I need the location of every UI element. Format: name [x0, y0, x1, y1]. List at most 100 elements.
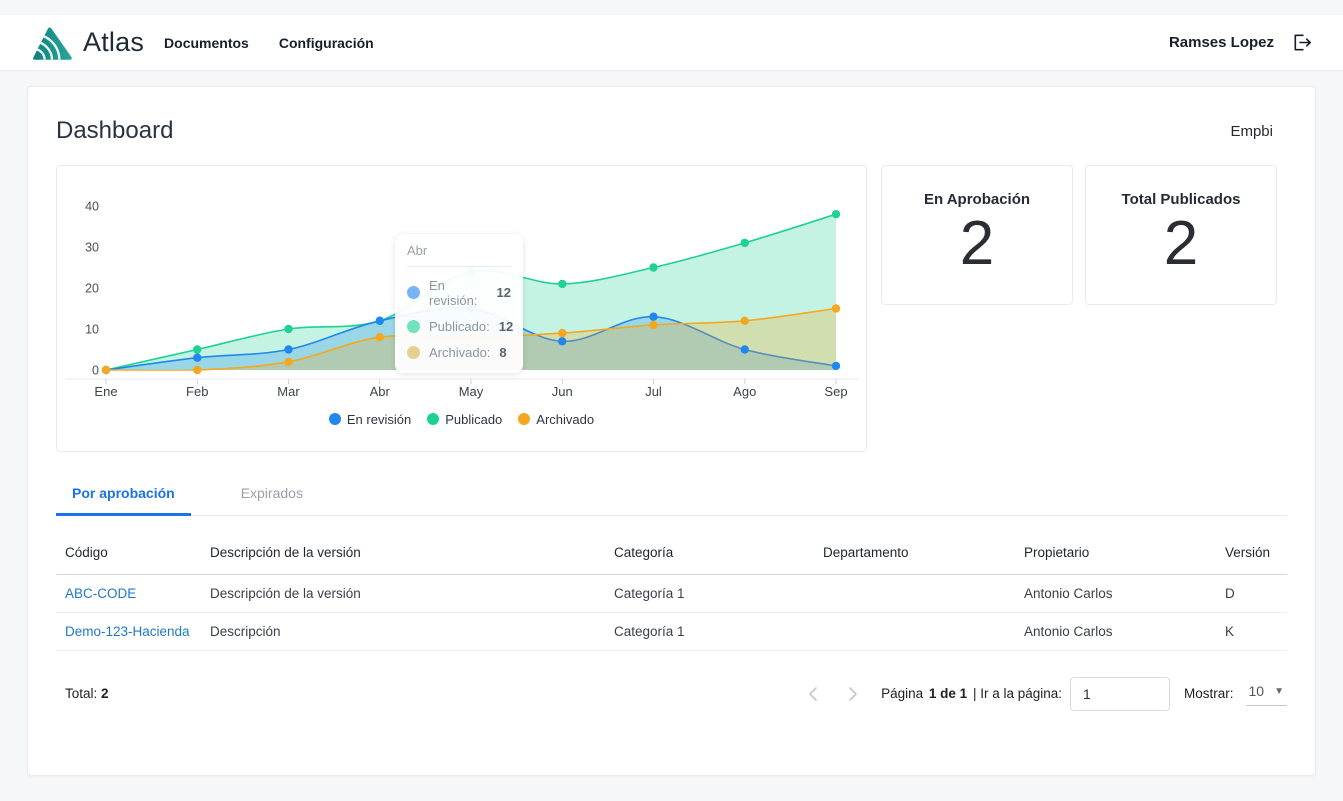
logout-icon[interactable]: [1290, 32, 1313, 53]
stat-cards: En Aprobación 2 Total Publicados 2: [881, 164, 1277, 452]
tooltip-label: En revisión:: [429, 277, 478, 308]
stat-value: 2: [1163, 208, 1199, 278]
table-row: ABC-CODE Descripción de la versión Categor…: [56, 574, 1287, 613]
legend-label: Archivado: [536, 411, 595, 427]
stat-label: En Aprobación: [923, 190, 1031, 208]
atlas-logo-icon: [30, 24, 74, 61]
nav-item-configuraci-n[interactable]: Configuración: [278, 34, 374, 51]
next-page-icon[interactable]: [833, 686, 873, 702]
pagination: Página 1 de 1 | Ir a la página: Mostrar:…: [793, 676, 1287, 711]
nav-right: Ramses Lopez: [1169, 32, 1313, 53]
stat-card-total-publicados: Total Publicados 2: [1085, 164, 1277, 305]
svg-text:Mar: Mar: [277, 384, 300, 399]
svg-text:30: 30: [85, 240, 99, 254]
svg-text:Abr: Abr: [370, 384, 391, 399]
tooltip-row: En revisión: 12: [407, 278, 511, 308]
tab-expirados[interactable]: Expirados: [240, 484, 303, 501]
tabs: Por aprobación Expirados: [56, 475, 1287, 516]
tooltip-row: Publicado: 12: [407, 318, 514, 334]
svg-text:Sep: Sep: [824, 384, 847, 399]
stat-value: 2: [959, 208, 995, 278]
brand-name: Atlas: [83, 27, 145, 57]
stat-card-en-aprobaci-n: En Aprobación 2: [881, 164, 1073, 305]
navbar: Atlas Documentos Configuración Ramses Lop…: [0, 15, 1343, 71]
col-header-descripcion: Descripción de la versión: [201, 532, 605, 575]
cell-descripcion: Descripción de la versión: [201, 574, 605, 613]
svg-text:Jul: Jul: [645, 384, 662, 399]
cell-codigo[interactable]: Demo-123-Hacienda: [56, 612, 201, 651]
cell-propietario: Antonio Carlos: [1015, 574, 1216, 613]
cell-codigo[interactable]: ABC-CODE: [56, 574, 201, 613]
svg-text:Ago: Ago: [733, 384, 756, 399]
svg-text:20: 20: [85, 281, 99, 295]
total-label: Total:: [65, 686, 98, 702]
svg-text:10: 10: [85, 322, 99, 336]
col-header-departamento: Departamento: [814, 532, 1015, 575]
chart-tooltip: Abr En revisión: 12 Publicado: 12 Archivado:…: [395, 233, 523, 373]
col-header-version: Versión: [1216, 532, 1287, 575]
page-size-value: 10: [1248, 683, 1265, 700]
col-header-categoria: Categoría: [605, 532, 814, 575]
legend-dot-icon: [518, 413, 531, 426]
tooltip-title: Abr: [407, 243, 511, 267]
page-head: Dashboard Empbi: [56, 117, 1287, 145]
show-label: Mostrar:: [1184, 686, 1234, 702]
chart-card: 0 10 20 30 40 Ene Feb Mar Abr May Jun Jul Ago Sep En …: [56, 164, 867, 452]
stat-label: Total Publicados: [1121, 190, 1241, 208]
cell-version: K: [1216, 612, 1287, 651]
svg-text:Feb: Feb: [186, 384, 208, 399]
corner-label: Empbi: [1230, 123, 1273, 140]
legend-item-archivado[interactable]: Archivado: [518, 412, 594, 427]
legend-dot-icon: [427, 413, 440, 426]
documents-table: Código Descripción de la versión Categoría…: [56, 532, 1287, 651]
page-indicator: Página 1 de 1 | Ir a la página:: [881, 686, 1062, 702]
tooltip-value: 12: [496, 285, 511, 301]
go-to-page-input[interactable]: [1070, 676, 1170, 711]
nav-item-documentos[interactable]: Documentos: [164, 34, 249, 51]
chart-legend: En revisión Publicado Archivado: [57, 412, 866, 427]
cell-propietario: Antonio Carlos: [1015, 612, 1216, 651]
table-footer: Total: 2 Página 1 de 1 | Ir a la página:…: [56, 676, 1287, 711]
page-size-select[interactable]: 10 ▼: [1245, 681, 1287, 707]
svg-text:0: 0: [92, 363, 99, 377]
top-gap: [0, 0, 1343, 15]
brand[interactable]: Atlas: [30, 24, 144, 61]
tab-por-aprobaci-n[interactable]: Por aprobación: [56, 475, 191, 516]
legend-item-publicado[interactable]: Publicado: [427, 412, 502, 427]
legend-label: En revisión: [346, 411, 412, 427]
cell-version: D: [1216, 574, 1287, 613]
total-value: 2: [101, 686, 109, 702]
tooltip-value: 8: [499, 344, 507, 360]
tooltip-row: Archivado: 8: [407, 345, 511, 360]
user-name[interactable]: Ramses Lopez: [1168, 34, 1274, 51]
svg-text:40: 40: [85, 199, 99, 213]
page-current: 1 de 1: [928, 686, 968, 702]
page-title: Dashboard: [56, 117, 174, 144]
svg-text:Jun: Jun: [552, 384, 573, 399]
svg-text:May: May: [459, 384, 484, 399]
tooltip-label: Publicado:: [429, 318, 490, 334]
chevron-down-icon: ▼: [1274, 685, 1284, 697]
legend-label: Publicado: [445, 411, 503, 427]
tooltip-value: 12: [498, 318, 514, 334]
legend-dot-icon: [328, 413, 341, 426]
tooltip-rows: En revisión: 12 Publicado: 12 Archivado: 8: [407, 278, 514, 360]
cell-categoria: Categoría 1: [605, 574, 814, 613]
table-header-row: Código Descripción de la versión Categoría…: [56, 532, 1287, 575]
tooltip-label: Archivado:: [429, 344, 491, 360]
table-row: Demo-123-Hacienda Descripción Categoría 1 A…: [56, 612, 1287, 651]
cell-departamento: [814, 574, 1015, 613]
prev-page-icon[interactable]: [793, 686, 833, 702]
svg-text:Ene: Ene: [94, 384, 117, 399]
dashboard-card: Dashboard Empbi 0 10 20 30 40 Ene Feb Mar Abr May…: [27, 86, 1316, 776]
cell-categoria: Categoría 1: [605, 612, 814, 651]
tooltip-dot-icon: [407, 319, 420, 333]
cell-descripcion: Descripción: [201, 612, 605, 651]
dash-row: 0 10 20 30 40 Ene Feb Mar Abr May Jun Jul Ago Sep En …: [56, 164, 1287, 452]
table-body: ABC-CODE Descripción de la versión Categor…: [56, 574, 1287, 651]
legend-item-en-revisi-n[interactable]: En revisión: [328, 411, 412, 427]
col-header-codigo: Código: [56, 532, 201, 575]
cell-departamento: [814, 612, 1015, 651]
tooltip-dot-icon: [407, 345, 420, 359]
nav-links: Documentos Configuración: [164, 35, 404, 51]
